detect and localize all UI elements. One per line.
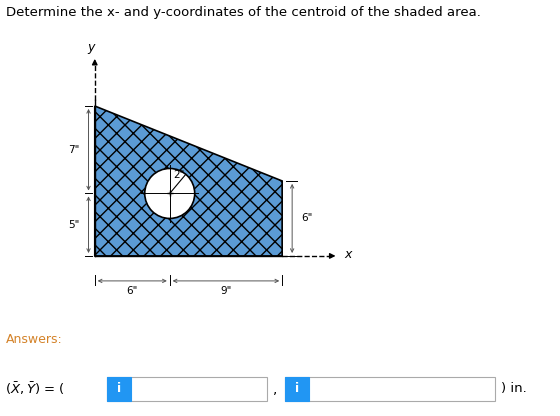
Text: 6": 6"	[127, 286, 138, 296]
Text: ) in.: ) in.	[501, 382, 527, 396]
Text: x: x	[344, 248, 352, 261]
Text: 5": 5"	[68, 220, 79, 230]
Text: 6": 6"	[301, 213, 313, 223]
Text: ,: ,	[273, 382, 277, 396]
Bar	[285, 377, 309, 401]
Text: i: i	[117, 382, 121, 396]
Text: 7": 7"	[68, 145, 79, 155]
Text: i: i	[295, 382, 299, 396]
Circle shape	[144, 168, 195, 218]
Text: Determine the x- and y-coordinates of the centroid of the shaded area.: Determine the x- and y-coordinates of th…	[6, 6, 480, 19]
Text: Answers:: Answers:	[6, 333, 62, 346]
Bar	[285, 377, 495, 401]
Polygon shape	[95, 106, 282, 256]
Text: $(\bar{X}, \bar{Y})$ = (: $(\bar{X}, \bar{Y})$ = (	[5, 381, 66, 397]
Bar	[107, 377, 131, 401]
Text: 2": 2"	[174, 170, 185, 180]
Bar	[107, 377, 267, 401]
Text: y: y	[87, 40, 95, 54]
Text: 9": 9"	[220, 286, 232, 296]
